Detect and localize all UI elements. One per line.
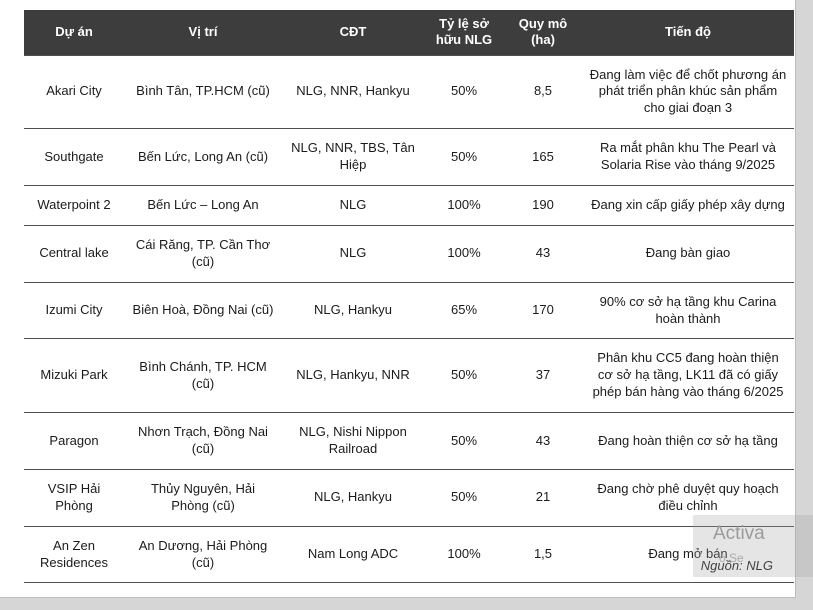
- cell-project: Paragon: [24, 412, 124, 470]
- cell-area: 190: [504, 184, 582, 226]
- cell-ownership: 100%: [424, 224, 504, 283]
- table-row: VSIP Hải Phòng Thủy Nguyên, Hải Phòng (c…: [24, 468, 794, 527]
- cell-project: Waterpoint 2: [24, 184, 124, 226]
- table-row: Mizuki Park Bình Chánh, TP. HCM (cũ) NLG…: [24, 338, 794, 413]
- cell-progress: Phân khu CC5 đang hoàn thiện cơ sở hạ tầ…: [582, 338, 794, 413]
- cell-area: 8,5: [504, 54, 582, 129]
- cell-developer: NLG, Hankyu: [282, 281, 424, 339]
- document-page: Dự án Vị trí CĐT Tỷ lệ sở hữu NLG Quy mô…: [0, 0, 796, 598]
- cell-developer: NLG, Hankyu, NNR: [282, 338, 424, 413]
- cell-area: 21: [504, 468, 582, 527]
- cell-project: Mizuki Park: [24, 338, 124, 413]
- cell-progress: Đang hoàn thiện cơ sở hạ tầng: [582, 412, 794, 470]
- table-row: Southgate Bến Lức, Long An (cũ) NLG, NNR…: [24, 128, 794, 186]
- cell-area: 37: [504, 338, 582, 413]
- cell-project: VSIP Hải Phòng: [24, 468, 124, 527]
- projects-table: Dự án Vị trí CĐT Tỷ lệ sở hữu NLG Quy mô…: [24, 10, 794, 584]
- col-header-location: Vị trí: [124, 10, 282, 55]
- cell-ownership: 50%: [424, 412, 504, 470]
- table-row: An Zen Residences An Dương, Hải Phòng (c…: [24, 525, 794, 584]
- cell-progress: Đang chờ phê duyệt quy hoạch điều chỉnh: [582, 468, 794, 527]
- cell-area: 43: [504, 224, 582, 283]
- watermark-line1: Activa: [713, 523, 765, 544]
- cell-location: An Dương, Hải Phòng (cũ): [124, 525, 282, 584]
- cell-ownership: 50%: [424, 128, 504, 186]
- source-note: Nguồn: NLG: [700, 558, 773, 573]
- cell-developer: NLG: [282, 184, 424, 226]
- cell-developer: NLG, NNR, TBS, Tân Hiệp: [282, 128, 424, 186]
- cell-area: 43: [504, 412, 582, 470]
- col-header-ownership: Tỷ lệ sở hữu NLG: [424, 10, 504, 55]
- cell-location: Bến Lức – Long An: [124, 184, 282, 226]
- cell-location: Bình Tân, TP.HCM (cũ): [124, 54, 282, 129]
- cell-progress: Đang làm việc để chốt phương án phát tri…: [582, 54, 794, 129]
- cell-progress: 90% cơ sở hạ tầng khu Carina hoàn thành: [582, 281, 794, 339]
- cell-area: 1,5: [504, 525, 582, 584]
- cell-location: Cái Răng, TP. Cần Thơ (cũ): [124, 224, 282, 283]
- col-header-project: Dự án: [24, 10, 124, 55]
- cell-progress: Đang xin cấp giấy phép xây dựng: [582, 184, 794, 226]
- header-row: Dự án Vị trí CĐT Tỷ lệ sở hữu NLG Quy mô…: [24, 10, 794, 55]
- table-row: Akari City Bình Tân, TP.HCM (cũ) NLG, NN…: [24, 54, 794, 129]
- activate-windows-watermark: Activa o Se: [693, 515, 813, 577]
- cell-area: 165: [504, 128, 582, 186]
- cell-progress: Đang mở bán: [582, 525, 794, 584]
- cell-area: 170: [504, 281, 582, 339]
- col-header-progress: Tiến độ: [582, 10, 794, 55]
- cell-location: Thủy Nguyên, Hải Phòng (cũ): [124, 468, 282, 527]
- table-row: Central lake Cái Răng, TP. Cần Thơ (cũ) …: [24, 224, 794, 283]
- cell-developer: Nam Long ADC: [282, 525, 424, 584]
- table-row: Paragon Nhơn Trạch, Đồng Nai (cũ) NLG, N…: [24, 412, 794, 470]
- cell-ownership: 100%: [424, 525, 504, 584]
- cell-ownership: 100%: [424, 184, 504, 226]
- cell-developer: NLG: [282, 224, 424, 283]
- cell-ownership: 50%: [424, 54, 504, 129]
- table-header: Dự án Vị trí CĐT Tỷ lệ sở hữu NLG Quy mô…: [24, 10, 794, 55]
- table-row: Waterpoint 2 Bến Lức – Long An NLG 100% …: [24, 184, 794, 226]
- cell-progress: Đang bàn giao: [582, 224, 794, 283]
- cell-project: Akari City: [24, 54, 124, 129]
- cell-project: Izumi City: [24, 281, 124, 339]
- cell-ownership: 50%: [424, 468, 504, 527]
- table-row: Izumi City Biên Hoà, Đồng Nai (cũ) NLG, …: [24, 281, 794, 339]
- cell-project: An Zen Residences: [24, 525, 124, 584]
- cell-location: Nhơn Trạch, Đồng Nai (cũ): [124, 412, 282, 470]
- cell-developer: NLG, Nishi Nippon Railroad: [282, 412, 424, 470]
- col-header-developer: CĐT: [282, 10, 424, 55]
- cell-developer: NLG, NNR, Hankyu: [282, 54, 424, 129]
- cell-progress: Ra mắt phân khu The Pearl và Solaria Ris…: [582, 128, 794, 186]
- col-header-area: Quy mô (ha): [504, 10, 582, 55]
- table-body: Akari City Bình Tân, TP.HCM (cũ) NLG, NN…: [24, 54, 794, 584]
- cell-ownership: 50%: [424, 338, 504, 413]
- cell-location: Bình Chánh, TP. HCM (cũ): [124, 338, 282, 413]
- cell-project: Southgate: [24, 128, 124, 186]
- cell-location: Biên Hoà, Đồng Nai (cũ): [124, 281, 282, 339]
- cell-developer: NLG, Hankyu: [282, 468, 424, 527]
- cell-ownership: 65%: [424, 281, 504, 339]
- watermark-line2: o Se: [719, 551, 744, 565]
- cell-location: Bến Lức, Long An (cũ): [124, 128, 282, 186]
- cell-project: Central lake: [24, 224, 124, 283]
